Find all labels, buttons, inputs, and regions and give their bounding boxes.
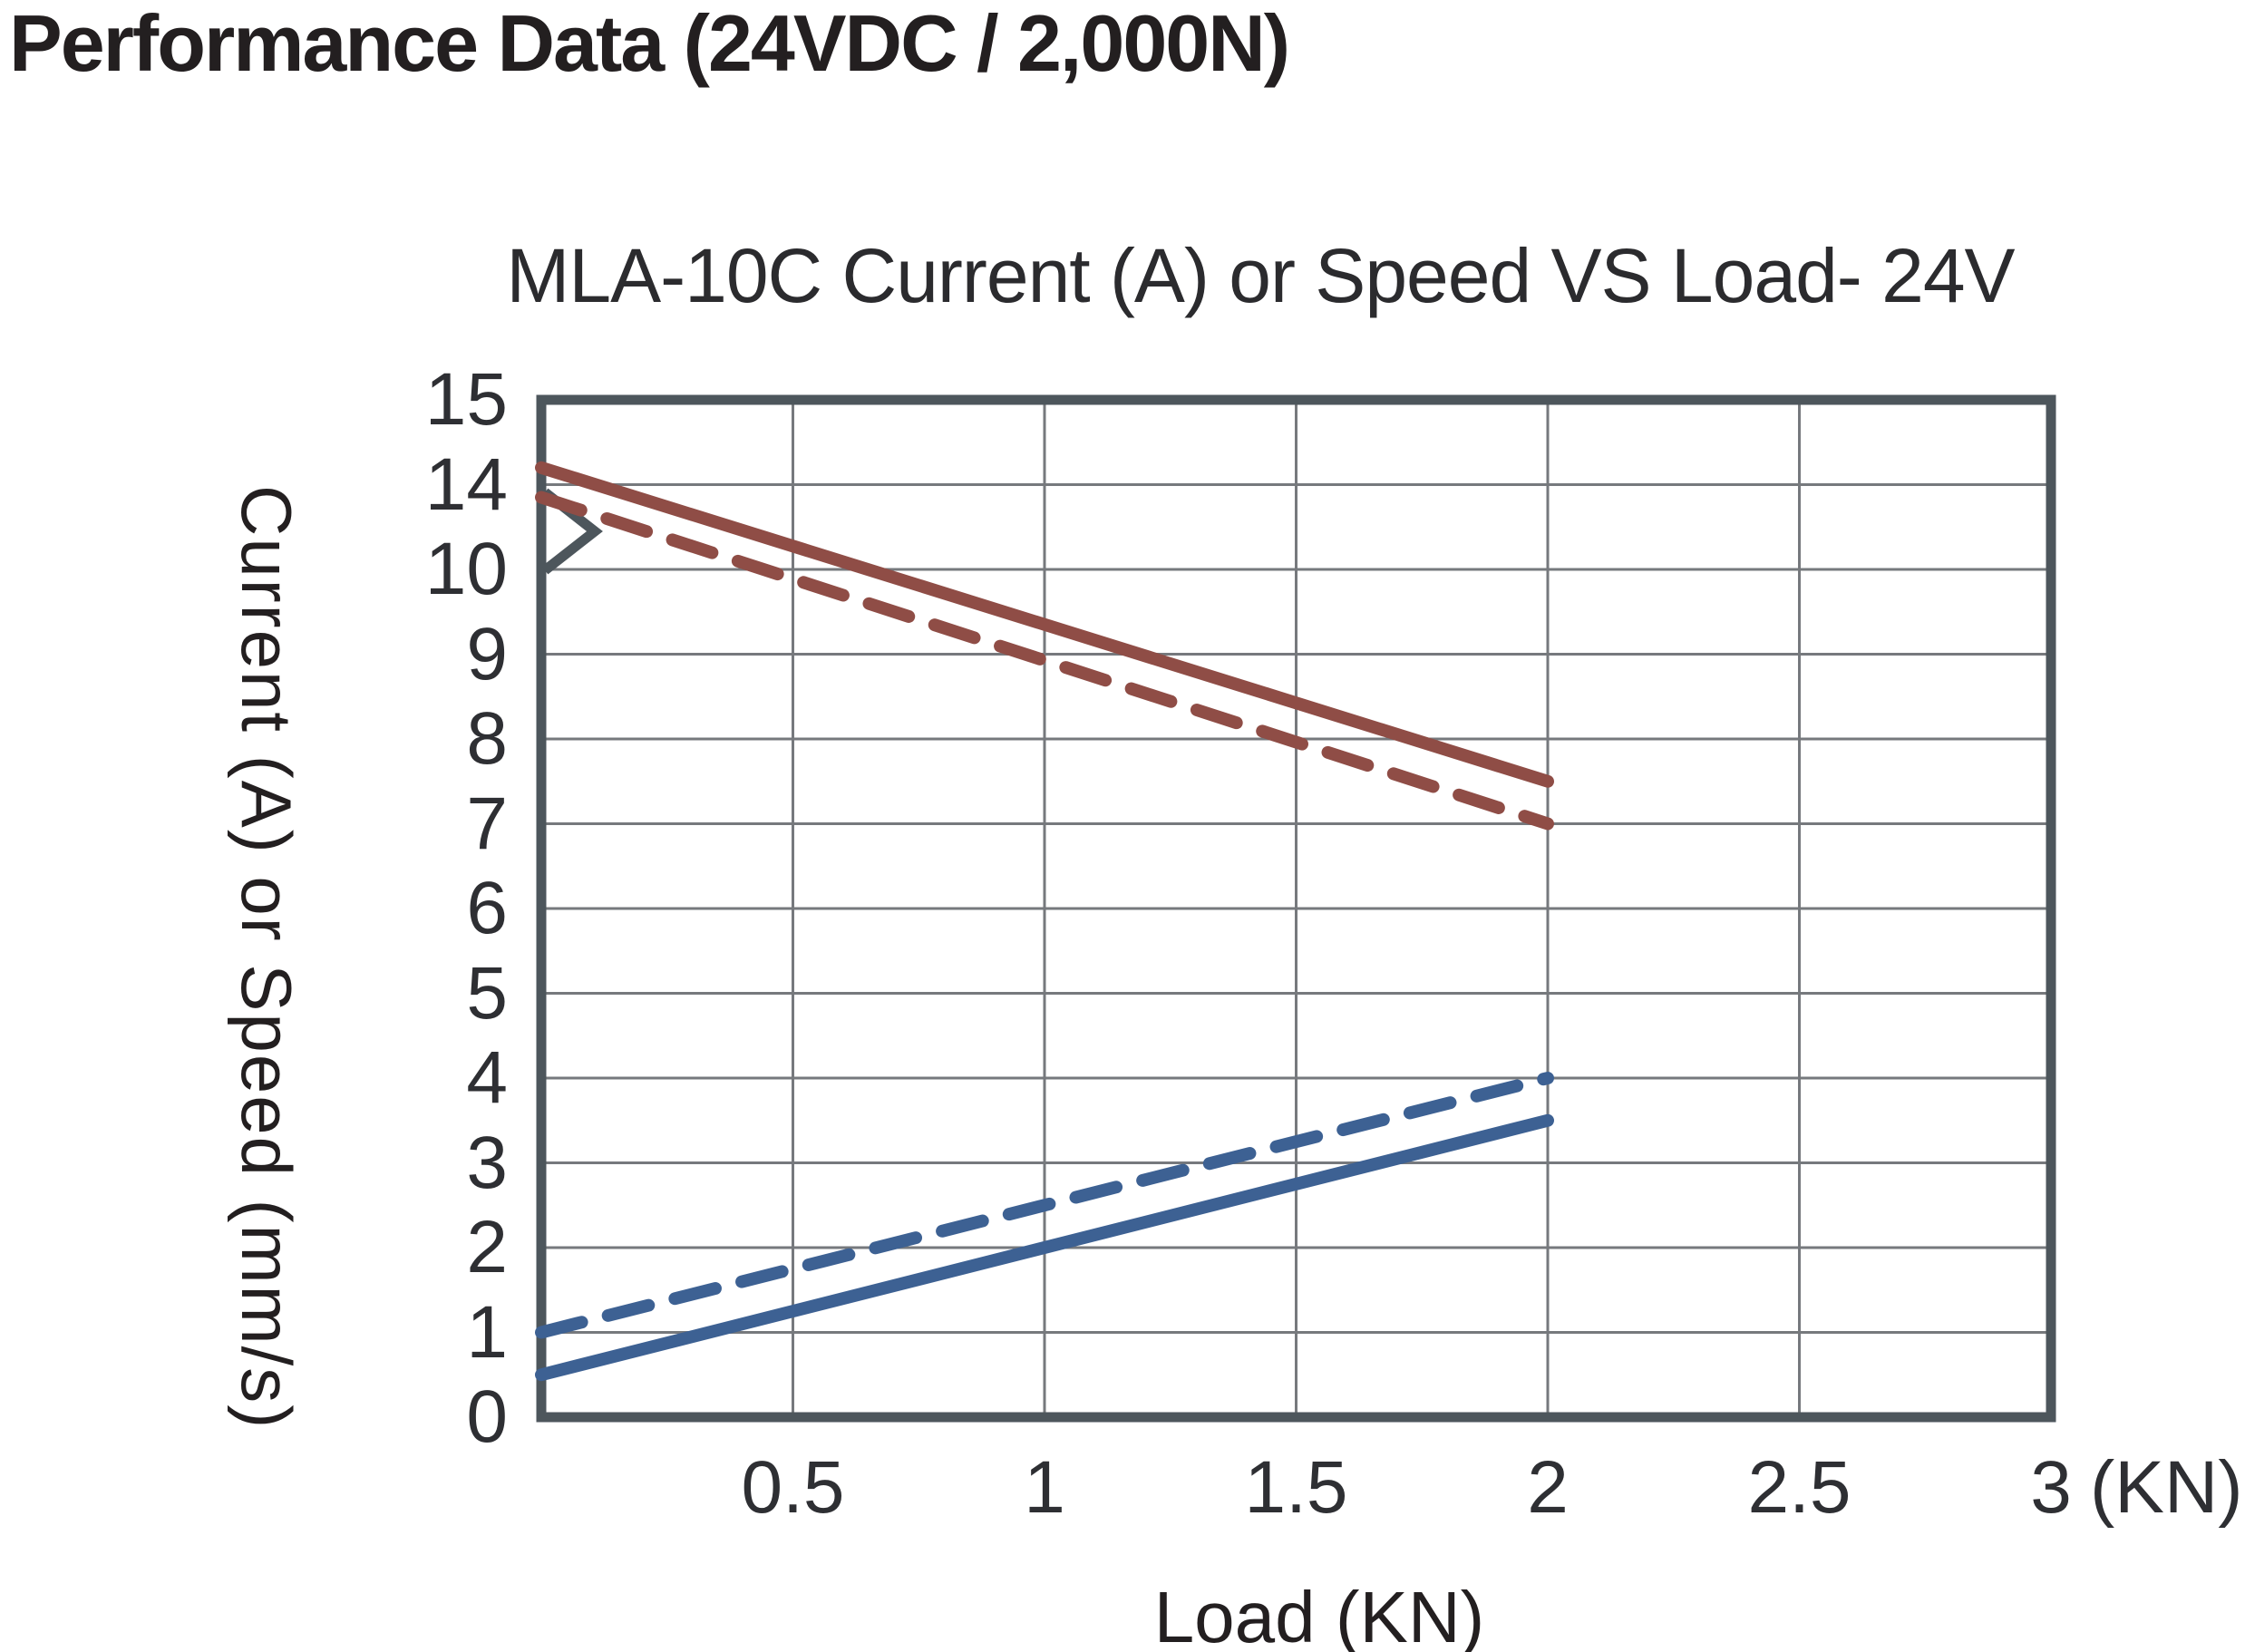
y-tick-label: 4 [466,1036,508,1119]
series-speed-vs-load-solid [535,461,1554,788]
x-tick-label: 1.5 [1244,1446,1348,1529]
y-tick-label: 10 [424,528,508,610]
y-tick-label: 7 [466,782,508,865]
y-tick-label: 2 [466,1206,508,1288]
page-title: Performance Data (24VDC / 2,000N) [9,0,1290,88]
chart-title: MLA-10C Current (A) or Speed VS Load- 24… [506,233,2015,318]
y-tick-label: 15 [424,358,508,441]
x-tick-label: 0.5 [741,1446,845,1529]
y-tick-label: 0 [466,1375,508,1458]
x-axis-unit-label: (KN) [2090,1446,2243,1529]
series-current-vs-load-solid [535,1113,1554,1382]
y-tick-label: 3 [466,1121,508,1204]
x-tick-label: 3 [2030,1446,2072,1529]
x-axis-title: Load (KN) [1153,1577,1485,1652]
y-axis-title: Current (A) or Speed (mm/s) [227,485,306,1431]
y-tick-label: 14 [424,442,508,526]
x-tick-label: 2 [1527,1446,1569,1529]
y-tick-label: 5 [466,951,508,1035]
y-tick-label: 9 [466,612,508,695]
x-tick-label: 1 [1024,1446,1065,1529]
series-speed-vs-load-dashed [535,491,1554,831]
y-tick-label: 1 [466,1290,508,1374]
y-tick-label: 6 [466,867,508,949]
plot-border [536,394,2056,1423]
y-tick-label: 8 [466,697,508,780]
series-current-vs-load-dashed [535,1072,1554,1339]
x-tick-label: 2.5 [1747,1446,1851,1529]
